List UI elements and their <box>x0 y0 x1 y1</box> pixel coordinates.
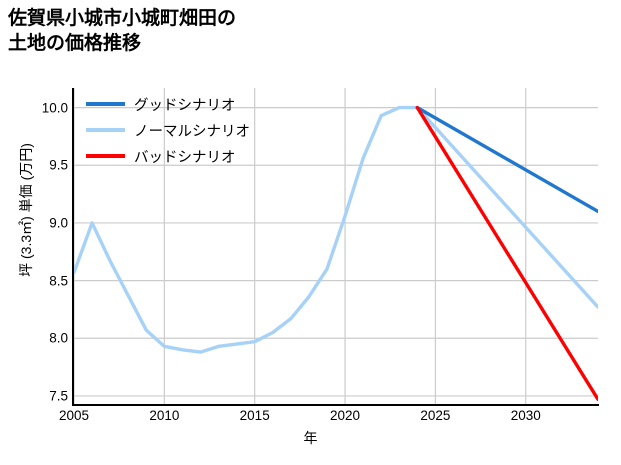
y-axis-title: 坪 (3.3㎡) 単価 (万円) <box>18 143 34 277</box>
line-swatch-icon <box>86 102 125 106</box>
y-tick-label: 8.5 <box>49 273 68 289</box>
x-tick-label: 2025 <box>420 408 451 423</box>
legend-label: ノーマルシナリオ <box>134 123 250 140</box>
x-tick-label: 2010 <box>149 408 180 423</box>
series-line-normal <box>74 105 598 354</box>
chart-legend: グッドシナリオ ノーマルシナリオ バッドシナリオ <box>82 92 254 168</box>
legend-label: グッドシナリオ <box>134 97 236 114</box>
x-axis-title: 年 <box>303 430 318 446</box>
plot-svg <box>74 88 598 404</box>
plot-area <box>74 88 598 404</box>
x-tick-label: 2030 <box>510 408 541 423</box>
line-swatch-icon <box>86 128 125 132</box>
grid-lines-vertical <box>74 88 527 404</box>
y-axis-spine <box>72 88 75 406</box>
y-tick-label: 9.0 <box>49 215 68 231</box>
line-swatch-icon <box>86 154 125 158</box>
chart-title: 佐賀県小城市小城町畑田の 土地の価格推移 <box>8 8 237 55</box>
legend-item[interactable]: バッドシナリオ <box>86 146 250 166</box>
series-line-bad <box>415 105 598 402</box>
x-tick-label: 2015 <box>239 408 270 423</box>
y-tick-label: 7.5 <box>49 388 68 404</box>
y-tick-labels: 7.5 8.0 8.5 9.0 9.5 10.0 <box>14 0 68 465</box>
y-tick-label: 8.0 <box>49 330 68 346</box>
y-tick-label: 10.0 <box>41 100 68 116</box>
y-tick-label: 9.5 <box>49 157 68 173</box>
series-line-good <box>415 105 598 214</box>
x-tick-label: 2020 <box>330 408 361 423</box>
x-axis-spine <box>72 403 599 406</box>
legend-item[interactable]: ノーマルシナリオ <box>86 120 250 140</box>
x-tick-label: 2005 <box>58 408 90 423</box>
legend-item[interactable]: グッドシナリオ <box>86 94 250 114</box>
legend-label: バッドシナリオ <box>134 149 236 166</box>
grid-lines-horizontal <box>74 107 598 397</box>
series-lines <box>74 105 598 402</box>
